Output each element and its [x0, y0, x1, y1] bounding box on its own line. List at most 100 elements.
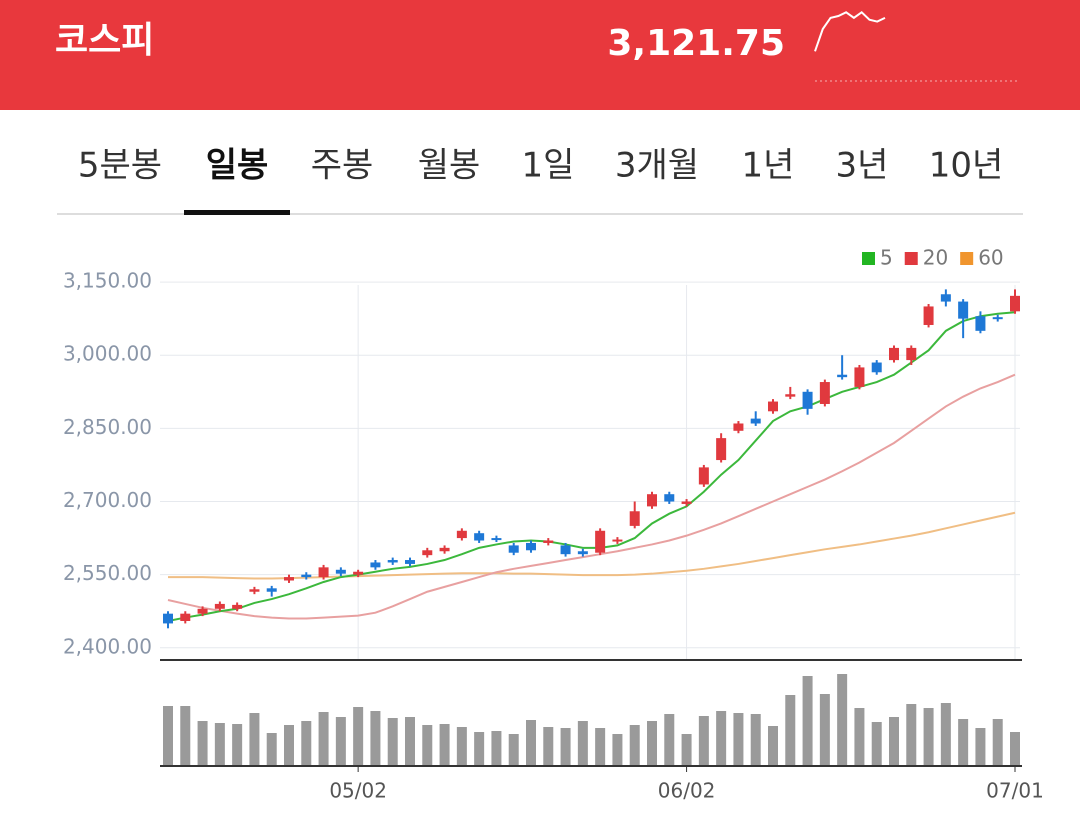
candle-body — [906, 347, 917, 361]
volume-bar — [889, 717, 899, 766]
candle-body — [249, 589, 260, 592]
candle-body — [353, 571, 364, 575]
candle-body — [664, 494, 675, 502]
candle-body — [681, 501, 692, 504]
candle-body — [577, 551, 588, 555]
volume-bar — [405, 717, 415, 766]
x-tick-label: 05/02 — [329, 779, 387, 803]
candle-body — [301, 574, 312, 578]
candle-body — [750, 418, 761, 424]
volume-bar — [595, 728, 606, 766]
volume-bar — [577, 721, 588, 766]
candle-body — [958, 301, 969, 319]
volume-bar — [819, 694, 830, 766]
period-tab[interactable]: 월봉 — [418, 146, 481, 186]
volume-bar — [318, 712, 329, 766]
candle-body — [405, 560, 415, 564]
volume-bar — [802, 676, 813, 766]
candle-body — [837, 374, 848, 378]
period-tab[interactable]: 1년 — [742, 146, 795, 186]
volume-bar — [837, 674, 848, 766]
candle-body — [163, 613, 173, 624]
candle-body — [889, 347, 899, 361]
volume-bar — [716, 711, 727, 766]
y-tick-label: 2,850.00 — [63, 415, 152, 439]
y-tick-label: 2,550.00 — [63, 561, 152, 585]
legend-swatch — [960, 252, 974, 265]
moving-average-line — [168, 511, 1016, 580]
candle-body — [785, 394, 796, 397]
volume-bar — [474, 732, 485, 766]
candle-body — [422, 550, 433, 556]
volume-bar — [301, 721, 312, 766]
y-tick-label: 3,000.00 — [63, 342, 152, 366]
candle-body — [370, 562, 381, 568]
candle-body — [854, 367, 865, 387]
period-tab[interactable]: 3년 — [836, 146, 889, 186]
moving-average-line — [167, 373, 1016, 620]
legend-label: 20 — [923, 246, 948, 270]
volume-bar — [508, 734, 519, 766]
x-tick-label: 07/01 — [986, 779, 1044, 803]
candle-body — [1010, 295, 1020, 312]
candle-body — [526, 542, 536, 551]
y-tick-label: 2,400.00 — [63, 634, 152, 658]
volume-bar — [214, 723, 225, 766]
volume-bar — [491, 731, 502, 766]
candle-body — [335, 569, 346, 574]
period-tab[interactable]: 3개월 — [615, 146, 699, 186]
volume-bar — [266, 733, 277, 766]
candle-body — [940, 294, 951, 302]
y-tick-label: 3,150.00 — [63, 269, 152, 293]
volume-bar — [958, 719, 969, 766]
candle-body — [266, 588, 277, 592]
candle-body — [871, 362, 882, 373]
volume-bar — [768, 726, 778, 766]
volume-bar — [335, 717, 346, 766]
period-tab[interactable]: 일봉 — [206, 146, 269, 186]
legend-label: 60 — [978, 246, 1003, 270]
volume-bar — [906, 704, 917, 766]
candle-body — [456, 530, 467, 539]
volume-bar — [180, 706, 191, 766]
volume-bar — [232, 724, 243, 766]
candle-body — [733, 423, 744, 431]
candle-body — [612, 539, 623, 542]
candle-body — [387, 560, 398, 563]
candle-body — [439, 547, 450, 552]
period-tab[interactable]: 5분봉 — [78, 146, 162, 186]
volume-bar — [750, 714, 761, 766]
volume-bar — [992, 719, 1003, 766]
period-tab[interactable]: 주봉 — [311, 146, 374, 186]
candle-body — [543, 540, 554, 543]
volume-bar — [456, 727, 467, 766]
candle-body — [214, 603, 225, 609]
volume-bar — [923, 708, 934, 766]
volume-bar — [163, 706, 173, 766]
volume-bar — [560, 728, 571, 766]
candle-body — [923, 306, 934, 325]
volume-bar — [975, 728, 986, 766]
volume-bar — [698, 716, 709, 766]
period-tab[interactable]: 1일 — [522, 146, 575, 186]
x-tick-label: 06/02 — [658, 779, 716, 803]
moving-average-line — [167, 311, 1016, 622]
index-title: 코스피 — [55, 20, 154, 61]
candle-body — [197, 608, 208, 614]
volume-bar — [871, 722, 882, 766]
candle-body — [975, 316, 986, 331]
period-tab[interactable]: 10년 — [929, 146, 1004, 186]
volume-bar — [854, 708, 865, 766]
candle-body — [491, 538, 502, 541]
volume-bar — [526, 720, 536, 766]
volume-bar — [647, 721, 657, 766]
candle-body — [819, 382, 830, 404]
candle-body — [629, 511, 640, 526]
y-tick-label: 2,700.00 — [63, 488, 152, 512]
candle-body — [992, 317, 1003, 320]
volume-bar — [940, 703, 951, 766]
tab-underline — [184, 210, 290, 215]
volume-bar — [197, 721, 208, 766]
